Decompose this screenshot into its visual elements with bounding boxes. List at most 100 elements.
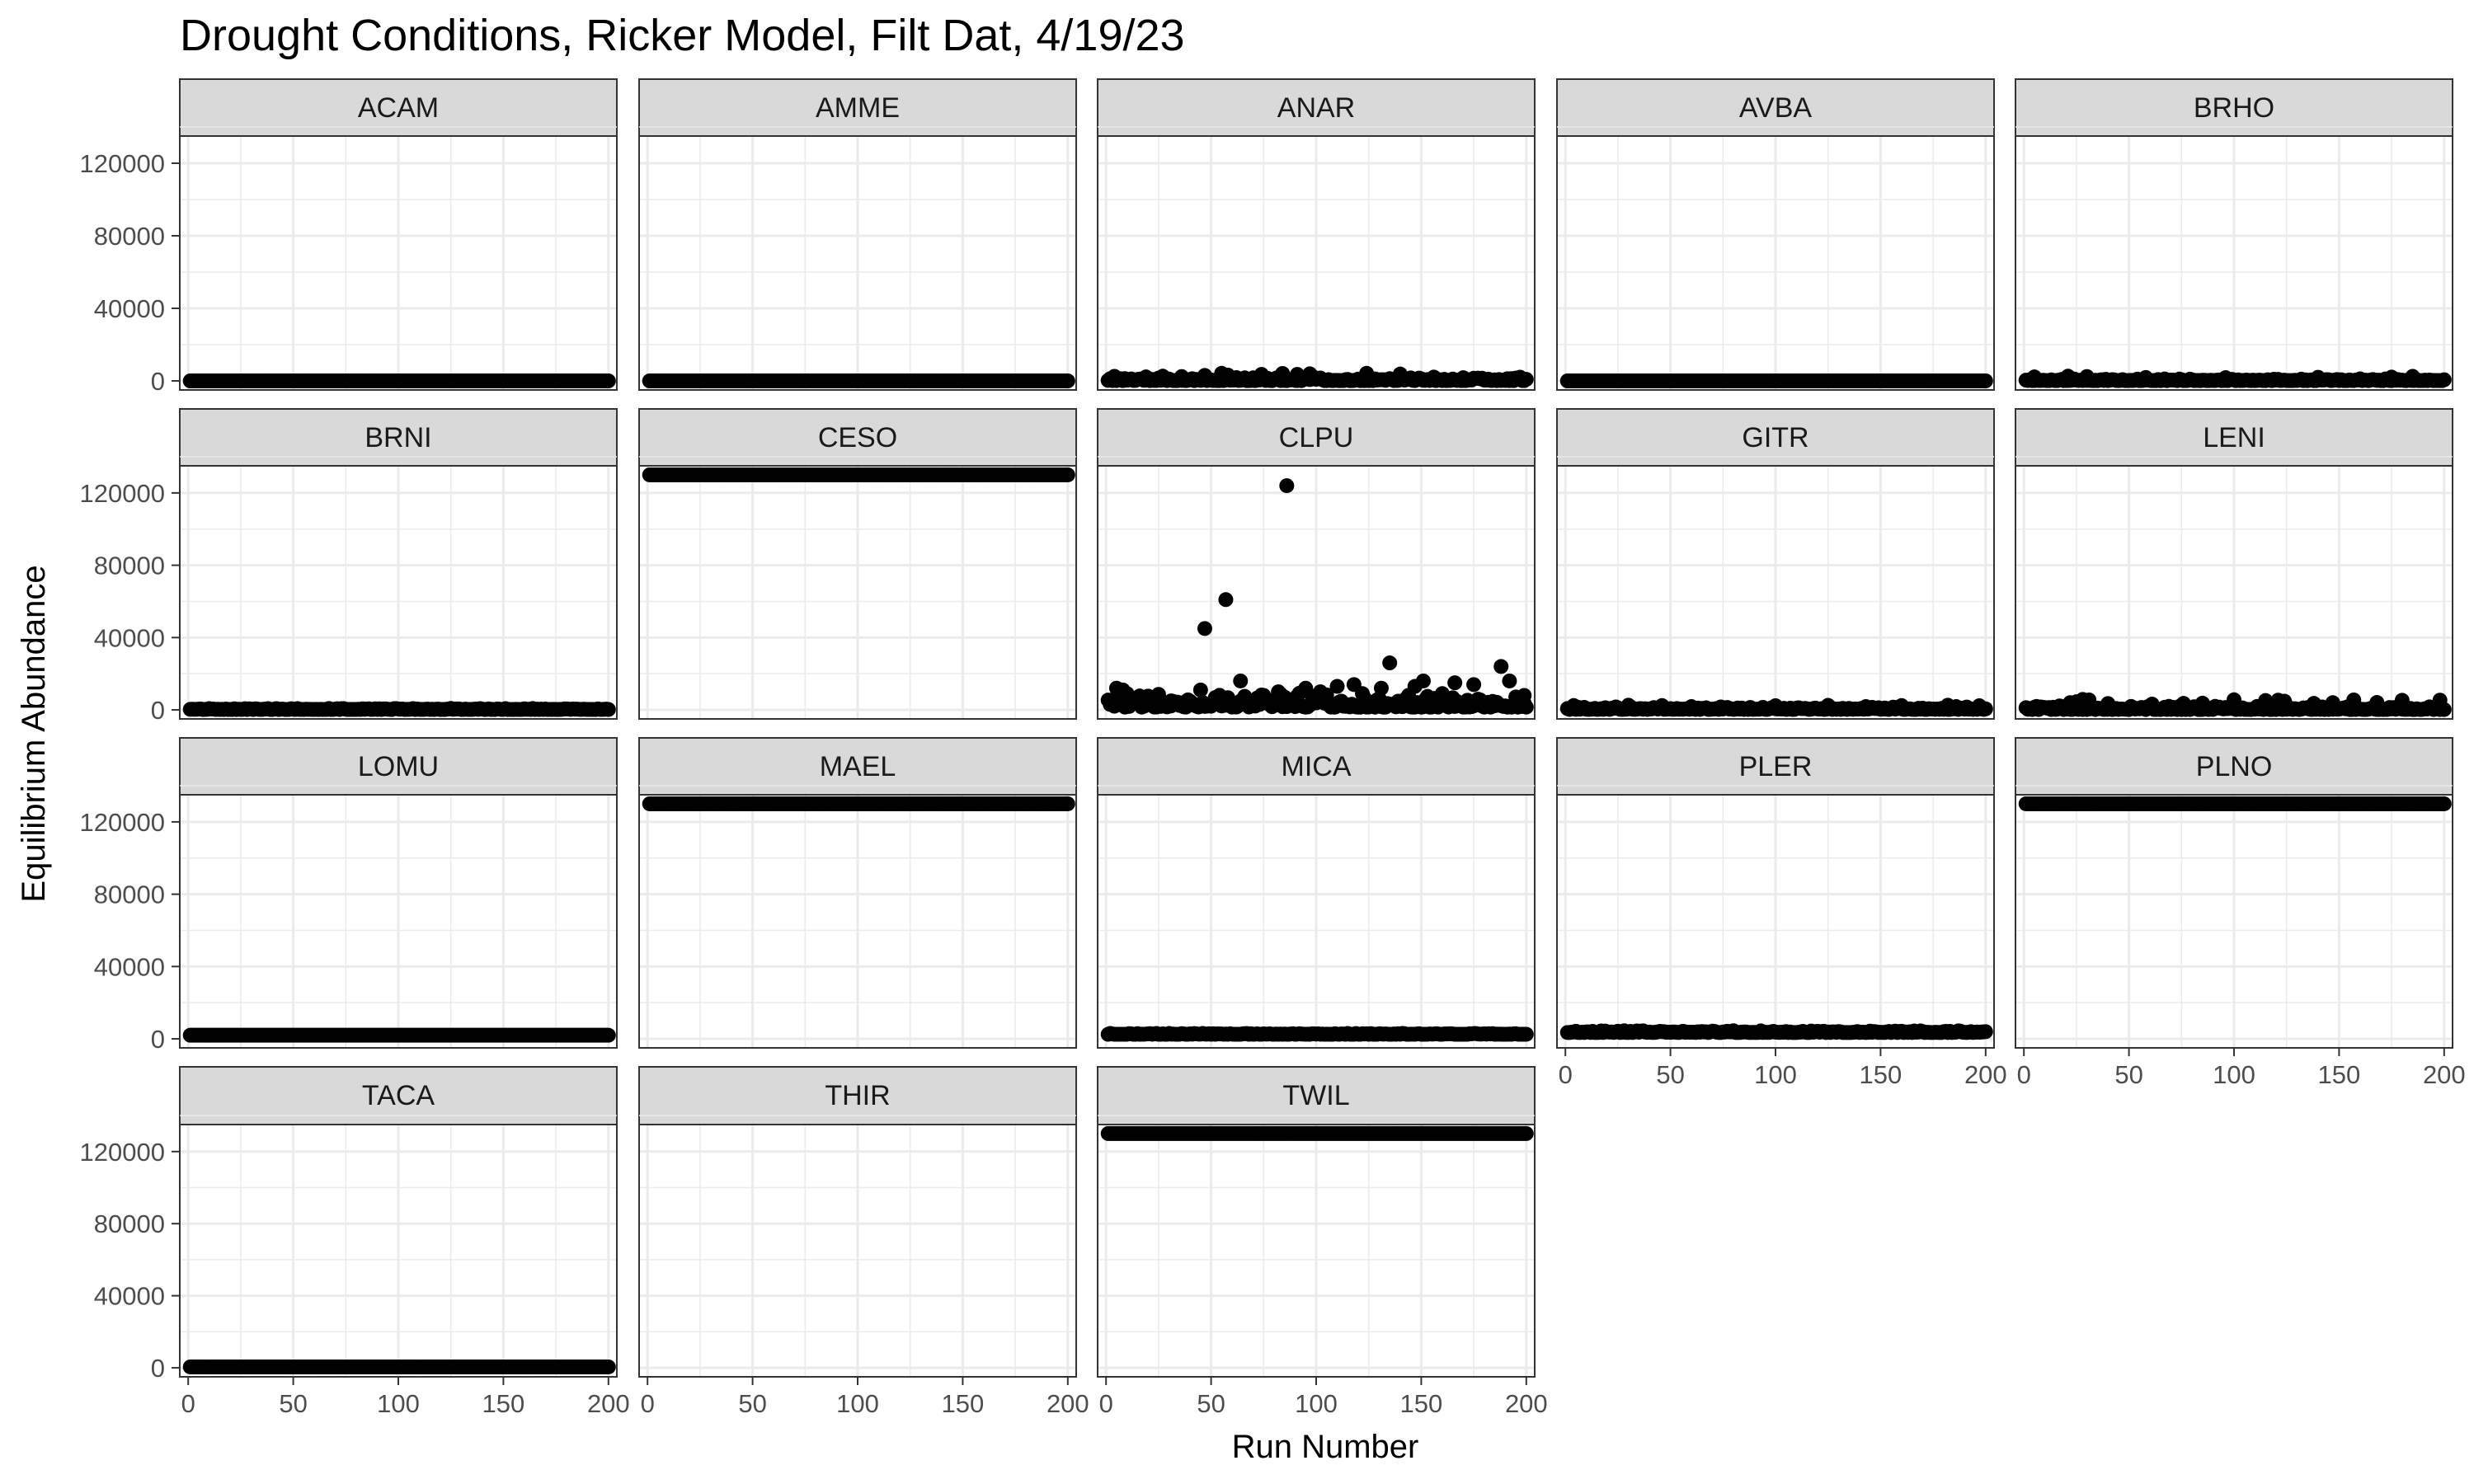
data-point-clpu-219: [1373, 680, 1389, 696]
points-plno: [2018, 796, 2452, 811]
data-point-brho-204: [2218, 370, 2233, 386]
data-point-clpu-211: [1256, 688, 1272, 703]
data-point-anar-211: [1359, 365, 1375, 381]
y-tick-label-lomu-3: 120000: [80, 808, 165, 837]
x-tick-label-twil-4: 200: [1505, 1389, 1548, 1418]
points-lomu: [182, 1027, 616, 1043]
data-point-clpu-208: [1214, 689, 1230, 705]
data-point-anar-209: [1290, 367, 1305, 383]
x-tick-label-pler-0: 0: [1559, 1060, 1573, 1089]
data-point-brho-206: [2384, 369, 2400, 385]
facet-label-avba: AVBA: [1739, 92, 1813, 124]
panel-border-mica: [1097, 794, 1536, 1049]
points-clpu: [1100, 478, 1534, 715]
data-point-leni-206: [2175, 696, 2191, 711]
points-acam: [182, 373, 616, 388]
data-point-gitr-201: [1620, 697, 1636, 713]
data-point-taca-199: [600, 1359, 616, 1374]
data-point-leni-213: [2325, 695, 2340, 711]
panel-border-leni: [2015, 465, 2453, 720]
data-point-pler-199: [1978, 1024, 1993, 1040]
x-tick-label-thir-2: 100: [836, 1389, 879, 1418]
data-point-clpu-223: [1434, 686, 1450, 702]
y-tick-label-lomu-1: 40000: [94, 952, 165, 981]
x-tick-label-plno-1: 50: [2114, 1060, 2142, 1089]
data-point-brni-199: [600, 702, 616, 717]
facet-label-plno: PLNO: [2196, 751, 2273, 782]
data-point-clpu-210: [1233, 673, 1249, 688]
points-twil: [1100, 1125, 1534, 1141]
data-point-clpu-226: [1493, 659, 1509, 674]
data-point-leni-203: [2081, 692, 2097, 707]
y-tick-label-lomu-2: 80000: [94, 881, 165, 909]
x-tick-label-thir-0: 0: [641, 1389, 655, 1418]
panel-border-amme: [638, 135, 1077, 391]
data-point-brho-201: [2060, 369, 2076, 384]
data-point-clpu-224: [1447, 675, 1463, 691]
y-tick-label-lomu-0: 0: [151, 1025, 165, 1054]
data-point-leni-216: [2394, 693, 2410, 708]
y-tick-label-taca-3: 120000: [80, 1138, 165, 1167]
x-tick-label-twil-1: 50: [1197, 1389, 1225, 1418]
facet-label-anar: ANAR: [1277, 92, 1355, 124]
points-amme: [642, 373, 1075, 388]
data-point-anar-201: [1138, 369, 1154, 385]
facet-label-twil: TWIL: [1282, 1080, 1349, 1111]
data-point-brho-202: [2079, 369, 2095, 384]
facet-label-mica: MICA: [1282, 751, 1352, 782]
data-point-gitr-205: [1893, 697, 1909, 713]
data-point-anar-213: [1426, 369, 1442, 385]
data-point-clpu-212: [1271, 684, 1286, 700]
data-point-plno-199: [2436, 796, 2452, 811]
data-point-leni-209: [2258, 693, 2274, 708]
data-point-clpu-214: [1298, 680, 1314, 696]
panel-border-mael: [638, 794, 1077, 1049]
facet-label-pler: PLER: [1739, 751, 1813, 782]
x-tick-label-twil-3: 150: [1400, 1389, 1443, 1418]
data-point-clpu-199: [1518, 699, 1534, 715]
data-point-clpu-216: [1329, 679, 1345, 694]
facet-label-brho: BRHO: [2194, 92, 2274, 124]
facet-label-gitr: GITR: [1742, 422, 1808, 453]
panel-border-brni: [179, 465, 618, 720]
data-point-clpu-209: [1218, 592, 1234, 608]
data-point-clpu-228: [1517, 688, 1532, 703]
x-tick-label-taca-2: 100: [377, 1389, 420, 1418]
data-point-gitr-207: [1972, 697, 1987, 713]
data-point-brho-200: [2026, 369, 2042, 385]
facet-label-ceso: CESO: [818, 422, 897, 453]
x-tick-label-twil-2: 100: [1295, 1389, 1338, 1418]
data-point-anar-203: [1174, 369, 1189, 384]
y-tick-label-acam-0: 0: [151, 367, 165, 396]
data-point-twil-199: [1518, 1125, 1534, 1141]
data-point-clpu-207: [1197, 621, 1212, 636]
x-tick-label-plno-3: 150: [2318, 1060, 2361, 1089]
x-tick-label-plno-4: 200: [2423, 1060, 2466, 1089]
facet-label-leni: LENI: [2203, 422, 2265, 453]
x-tick-label-thir-4: 200: [1047, 1389, 1089, 1418]
data-point-anar-210: [1302, 366, 1318, 382]
data-point-clpu-225: [1466, 677, 1482, 693]
data-point-clpu-227: [1502, 673, 1517, 688]
y-tick-label-acam-2: 80000: [94, 222, 165, 251]
facet-label-acam: ACAM: [358, 92, 439, 124]
data-point-clpu-220: [1382, 655, 1398, 671]
data-point-brho-203: [2138, 369, 2153, 385]
data-point-mica-199: [1518, 1026, 1534, 1042]
data-point-anar-208: [1275, 365, 1291, 381]
data-point-acam-199: [600, 373, 616, 388]
data-point-anar-204: [1197, 368, 1212, 383]
panel-border-lomu: [179, 794, 618, 1049]
x-tick-label-taca-0: 0: [181, 1389, 195, 1418]
x-tick-label-thir-3: 150: [942, 1389, 985, 1418]
data-point-clpu-215: [1313, 684, 1329, 700]
x-tick-label-twil-0: 0: [1099, 1389, 1113, 1418]
y-tick-label-acam-3: 120000: [80, 149, 165, 178]
y-tick-label-brni-1: 40000: [94, 623, 165, 652]
data-point-leni-214: [2346, 692, 2362, 707]
points-ceso: [642, 467, 1075, 482]
data-point-gitr-206: [1940, 697, 1955, 713]
x-tick-label-pler-1: 50: [1656, 1060, 1684, 1089]
data-point-lomu-199: [600, 1027, 616, 1043]
